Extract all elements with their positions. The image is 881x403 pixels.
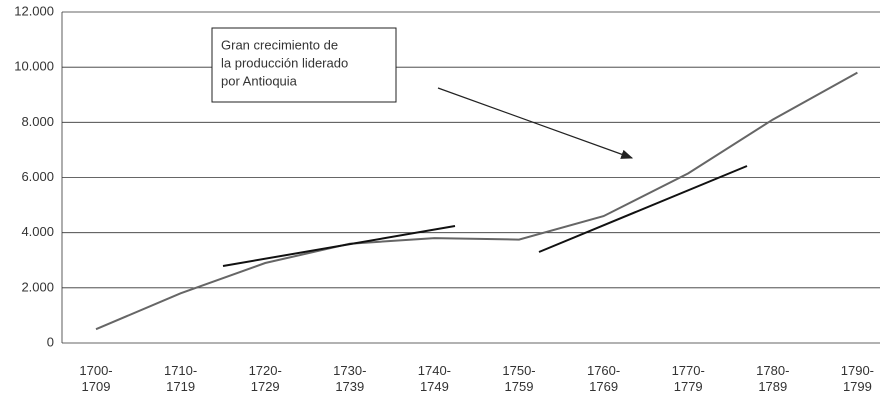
data-line bbox=[95, 71, 858, 331]
annotation-text: por Antioquia bbox=[221, 73, 298, 88]
x-tick-label: 1770-1779 bbox=[672, 363, 705, 394]
y-tick-label: 12.000 bbox=[14, 3, 54, 18]
y-tick-label: 10.000 bbox=[14, 59, 54, 74]
y-tick-label: 8.000 bbox=[21, 114, 54, 129]
annotation-text: la producción liderado bbox=[221, 55, 348, 70]
x-tick-label: 1720-1729 bbox=[249, 363, 282, 394]
x-tick-label: 1710-1719 bbox=[164, 363, 197, 394]
x-tick-label: 1790-1799 bbox=[841, 363, 874, 394]
x-tick-label: 1730-1739 bbox=[333, 363, 366, 394]
x-tick-label: 1760-1769 bbox=[587, 363, 620, 394]
x-tick-label: 1780-1789 bbox=[756, 363, 789, 394]
trend-line bbox=[222, 225, 456, 267]
y-tick-label: 2.000 bbox=[21, 279, 54, 294]
x-tick-label: 1750-1759 bbox=[502, 363, 535, 394]
y-tick-label: 4.000 bbox=[21, 224, 54, 239]
annotation-text: Gran crecimiento de bbox=[221, 37, 338, 52]
x-tick-label: 1700-1709 bbox=[79, 363, 112, 394]
y-tick-label: 6.000 bbox=[21, 169, 54, 184]
annotation-arrow bbox=[437, 87, 634, 159]
trend-line bbox=[538, 165, 748, 253]
annotation-box bbox=[211, 27, 397, 103]
y-tick-label: 0 bbox=[47, 334, 54, 349]
x-tick-label: 1740-1749 bbox=[418, 363, 451, 394]
